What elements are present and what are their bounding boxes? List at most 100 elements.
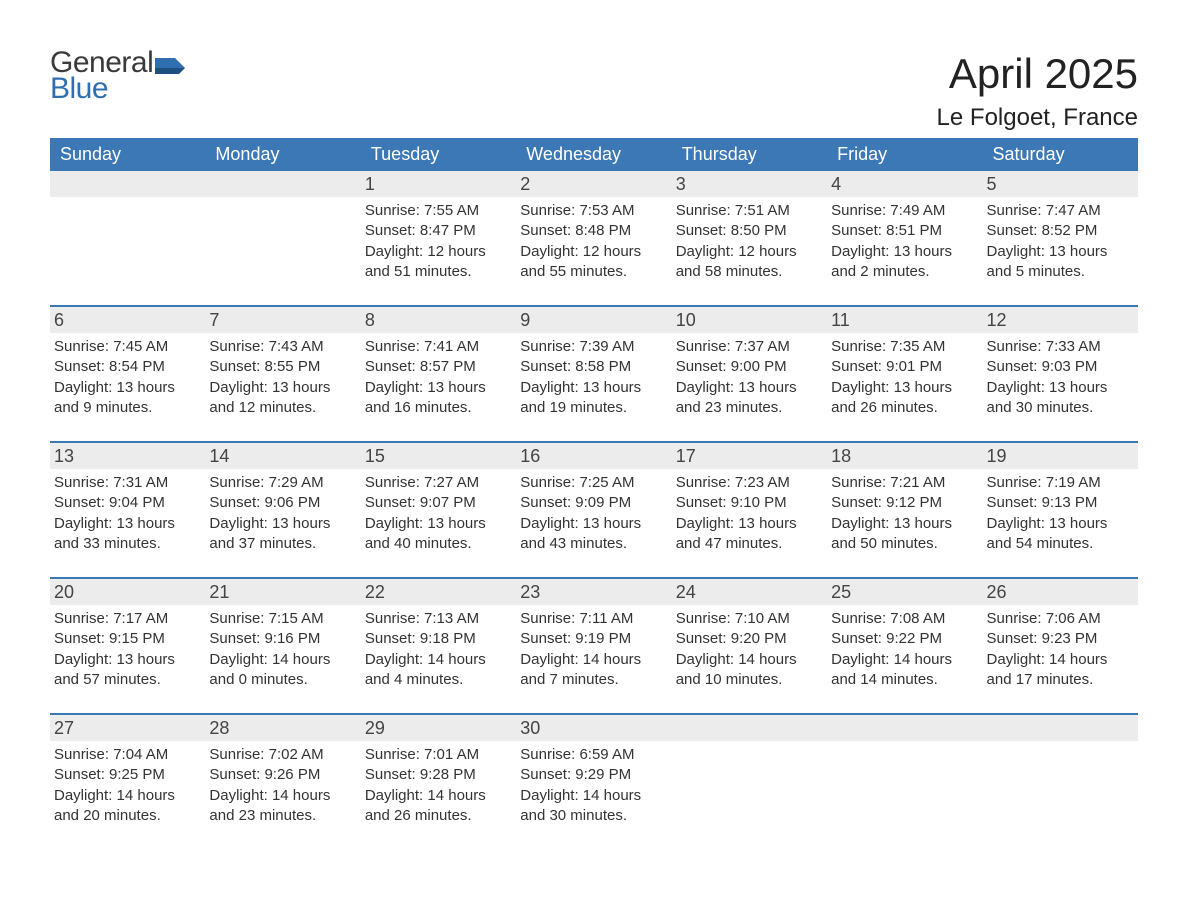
daylight-text: and 7 minutes. — [520, 670, 667, 690]
day-body: Sunrise: 7:23 AMSunset: 9:10 PMDaylight:… — [672, 469, 827, 558]
day-body: Sunrise: 7:11 AMSunset: 9:19 PMDaylight:… — [516, 605, 671, 694]
calendar-day: 22Sunrise: 7:13 AMSunset: 9:18 PMDayligh… — [361, 579, 516, 699]
calendar-table: Sunday Monday Tuesday Wednesday Thursday… — [50, 138, 1138, 835]
dow-sunday: Sunday — [50, 138, 205, 171]
calendar-day: 23Sunrise: 7:11 AMSunset: 9:19 PMDayligh… — [516, 579, 671, 699]
sunset-text: Sunset: 8:47 PM — [365, 221, 512, 241]
day-body: Sunrise: 7:49 AMSunset: 8:51 PMDaylight:… — [827, 197, 982, 286]
daylight-text: Daylight: 14 hours — [676, 650, 823, 670]
daylight-text: and 5 minutes. — [987, 262, 1134, 282]
sunrise-text: Sunrise: 7:11 AM — [520, 609, 667, 629]
calendar-week: 6Sunrise: 7:45 AMSunset: 8:54 PMDaylight… — [50, 305, 1138, 427]
sunrise-text: Sunrise: 6:59 AM — [520, 745, 667, 765]
day-number: 30 — [516, 715, 671, 741]
day-body: Sunrise: 7:08 AMSunset: 9:22 PMDaylight:… — [827, 605, 982, 694]
flag-icon — [155, 54, 189, 83]
calendar-day: 1Sunrise: 7:55 AMSunset: 8:47 PMDaylight… — [361, 171, 516, 291]
sunset-text: Sunset: 8:48 PM — [520, 221, 667, 241]
dow-saturday: Saturday — [983, 138, 1138, 171]
title-block: April 2025 Le Folgoet, France — [937, 50, 1138, 132]
dow-friday: Friday — [827, 138, 982, 171]
day-body — [827, 741, 982, 749]
day-number: 10 — [672, 307, 827, 333]
day-body: Sunrise: 7:19 AMSunset: 9:13 PMDaylight:… — [983, 469, 1138, 558]
day-number: 16 — [516, 443, 671, 469]
daylight-text: Daylight: 13 hours — [365, 378, 512, 398]
sunset-text: Sunset: 9:28 PM — [365, 765, 512, 785]
sunrise-text: Sunrise: 7:04 AM — [54, 745, 201, 765]
sunrise-text: Sunrise: 7:53 AM — [520, 201, 667, 221]
calendar-day: 27Sunrise: 7:04 AMSunset: 9:25 PMDayligh… — [50, 715, 205, 835]
daylight-text: and 17 minutes. — [987, 670, 1134, 690]
day-body: Sunrise: 7:51 AMSunset: 8:50 PMDaylight:… — [672, 197, 827, 286]
daylight-text: and 19 minutes. — [520, 398, 667, 418]
daylight-text: Daylight: 14 hours — [520, 786, 667, 806]
day-number — [50, 171, 205, 197]
daylight-text: and 0 minutes. — [209, 670, 356, 690]
daylight-text: Daylight: 13 hours — [54, 650, 201, 670]
daylight-text: and 55 minutes. — [520, 262, 667, 282]
daylight-text: Daylight: 14 hours — [209, 786, 356, 806]
day-number: 8 — [361, 307, 516, 333]
daylight-text: Daylight: 13 hours — [987, 242, 1134, 262]
daylight-text: Daylight: 13 hours — [209, 378, 356, 398]
calendar-day: 24Sunrise: 7:10 AMSunset: 9:20 PMDayligh… — [672, 579, 827, 699]
day-body: Sunrise: 7:15 AMSunset: 9:16 PMDaylight:… — [205, 605, 360, 694]
day-number: 20 — [50, 579, 205, 605]
brand-logo: General Blue — [50, 50, 189, 101]
day-number — [205, 171, 360, 197]
day-body: Sunrise: 7:41 AMSunset: 8:57 PMDaylight:… — [361, 333, 516, 422]
sunset-text: Sunset: 9:06 PM — [209, 493, 356, 513]
daylight-text: and 9 minutes. — [54, 398, 201, 418]
calendar-day: 12Sunrise: 7:33 AMSunset: 9:03 PMDayligh… — [983, 307, 1138, 427]
sunrise-text: Sunrise: 7:45 AM — [54, 337, 201, 357]
sunrise-text: Sunrise: 7:06 AM — [987, 609, 1134, 629]
day-number — [672, 715, 827, 741]
day-body: Sunrise: 7:55 AMSunset: 8:47 PMDaylight:… — [361, 197, 516, 286]
day-number: 26 — [983, 579, 1138, 605]
sunrise-text: Sunrise: 7:37 AM — [676, 337, 823, 357]
daylight-text: Daylight: 13 hours — [676, 514, 823, 534]
day-number: 9 — [516, 307, 671, 333]
sunset-text: Sunset: 9:00 PM — [676, 357, 823, 377]
sunset-text: Sunset: 9:12 PM — [831, 493, 978, 513]
sunrise-text: Sunrise: 7:49 AM — [831, 201, 978, 221]
calendar-day: 25Sunrise: 7:08 AMSunset: 9:22 PMDayligh… — [827, 579, 982, 699]
daylight-text: Daylight: 13 hours — [209, 514, 356, 534]
calendar-day: 7Sunrise: 7:43 AMSunset: 8:55 PMDaylight… — [205, 307, 360, 427]
sunset-text: Sunset: 9:04 PM — [54, 493, 201, 513]
sunrise-text: Sunrise: 7:33 AM — [987, 337, 1134, 357]
daylight-text: and 20 minutes. — [54, 806, 201, 826]
calendar-day — [983, 715, 1138, 835]
daylight-text: and 50 minutes. — [831, 534, 978, 554]
day-body: Sunrise: 7:25 AMSunset: 9:09 PMDaylight:… — [516, 469, 671, 558]
sunset-text: Sunset: 9:22 PM — [831, 629, 978, 649]
sunset-text: Sunset: 9:18 PM — [365, 629, 512, 649]
daylight-text: Daylight: 14 hours — [831, 650, 978, 670]
sunrise-text: Sunrise: 7:08 AM — [831, 609, 978, 629]
sunset-text: Sunset: 9:16 PM — [209, 629, 356, 649]
daylight-text: and 40 minutes. — [365, 534, 512, 554]
day-body: Sunrise: 7:39 AMSunset: 8:58 PMDaylight:… — [516, 333, 671, 422]
sunset-text: Sunset: 8:50 PM — [676, 221, 823, 241]
daylight-text: and 14 minutes. — [831, 670, 978, 690]
daylight-text: and 2 minutes. — [831, 262, 978, 282]
dow-wednesday: Wednesday — [516, 138, 671, 171]
calendar-day: 26Sunrise: 7:06 AMSunset: 9:23 PMDayligh… — [983, 579, 1138, 699]
sunrise-text: Sunrise: 7:19 AM — [987, 473, 1134, 493]
calendar-day: 15Sunrise: 7:27 AMSunset: 9:07 PMDayligh… — [361, 443, 516, 563]
calendar-day — [205, 171, 360, 291]
sunset-text: Sunset: 8:52 PM — [987, 221, 1134, 241]
day-body: Sunrise: 7:47 AMSunset: 8:52 PMDaylight:… — [983, 197, 1138, 286]
calendar-day: 30Sunrise: 6:59 AMSunset: 9:29 PMDayligh… — [516, 715, 671, 835]
day-body: Sunrise: 7:01 AMSunset: 9:28 PMDaylight:… — [361, 741, 516, 830]
calendar-week: 27Sunrise: 7:04 AMSunset: 9:25 PMDayligh… — [50, 713, 1138, 835]
sunset-text: Sunset: 9:07 PM — [365, 493, 512, 513]
calendar-day: 4Sunrise: 7:49 AMSunset: 8:51 PMDaylight… — [827, 171, 982, 291]
day-body: Sunrise: 7:10 AMSunset: 9:20 PMDaylight:… — [672, 605, 827, 694]
calendar-day: 2Sunrise: 7:53 AMSunset: 8:48 PMDaylight… — [516, 171, 671, 291]
daylight-text: Daylight: 13 hours — [54, 514, 201, 534]
sunrise-text: Sunrise: 7:43 AM — [209, 337, 356, 357]
daylight-text: Daylight: 13 hours — [520, 378, 667, 398]
sunset-text: Sunset: 9:09 PM — [520, 493, 667, 513]
